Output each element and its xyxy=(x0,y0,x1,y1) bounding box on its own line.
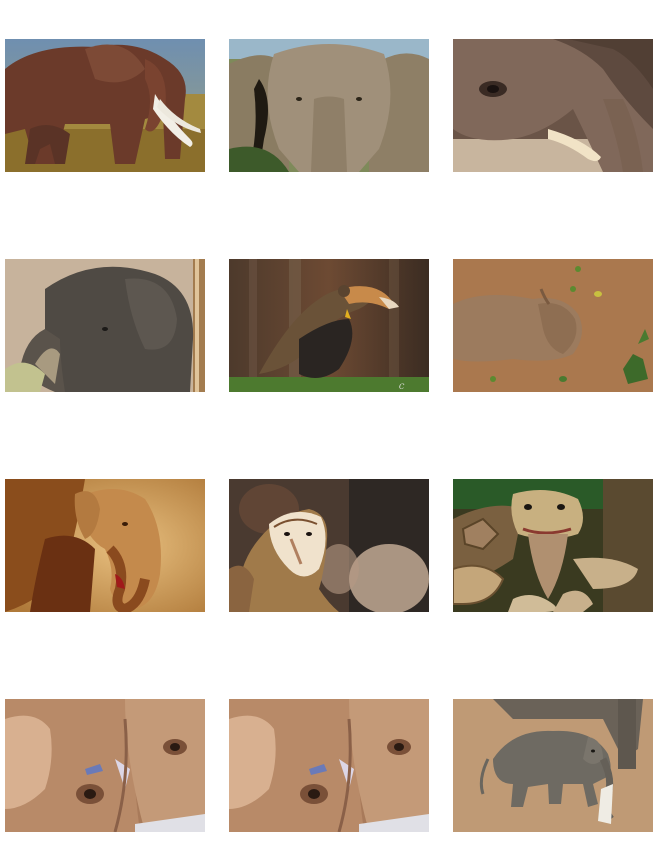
hawk-in-flight-image: C xyxy=(229,259,429,392)
thumbnail-elephant-herd[interactable] xyxy=(5,39,205,172)
thumbnail-elephant-eye-closeup-1[interactable] xyxy=(5,699,205,832)
baby-elephant-image xyxy=(453,699,653,832)
thumbnail-baby-elephant[interactable] xyxy=(453,699,653,832)
barn-owl-image xyxy=(229,479,429,612)
thumbnail-elephant-by-wall[interactable] xyxy=(5,259,205,392)
elephant-herd-image xyxy=(5,39,205,172)
tortoise-image xyxy=(453,479,653,612)
thumbnail-elephant-lying-on-dirt[interactable] xyxy=(453,259,653,392)
thumbnail-tortoise[interactable] xyxy=(453,479,653,612)
thumbnail-elephant-eye-closeup-2[interactable] xyxy=(229,699,429,832)
thumbnail-hawk-in-flight[interactable]: C xyxy=(229,259,429,392)
elephant-lying-on-dirt-image xyxy=(453,259,653,392)
thumbnail-elephant-golden-light[interactable] xyxy=(5,479,205,612)
elephant-by-wall-image xyxy=(5,259,205,392)
elephant-face-image xyxy=(229,39,429,172)
elephant-golden-light-image xyxy=(5,479,205,612)
thumbnail-elephant-tusk-closeup[interactable] xyxy=(453,39,653,172)
elephant-eye-closeup-image xyxy=(229,699,429,832)
elephant-eye-closeup-image xyxy=(5,699,205,832)
elephant-tusk-closeup-image xyxy=(453,39,653,172)
watermark-text: C xyxy=(399,383,405,391)
thumbnail-barn-owl[interactable] xyxy=(229,479,429,612)
thumbnail-elephant-face[interactable] xyxy=(229,39,429,172)
